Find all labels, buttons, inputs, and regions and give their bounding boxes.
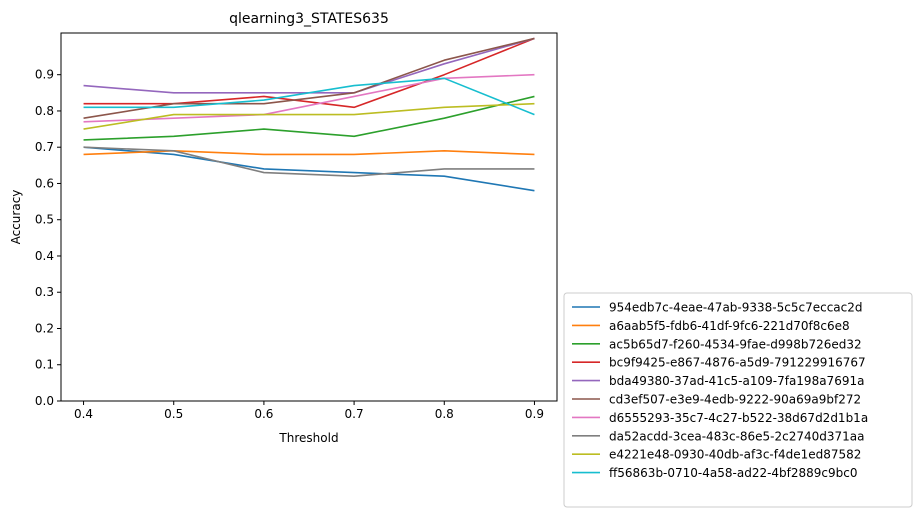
x-tick-label: 0.9 [525, 407, 544, 421]
series-line-4 [83, 37, 535, 109]
y-tick-label: 0.2 [35, 321, 54, 335]
series-line-1 [83, 146, 535, 192]
legend-label: ac5b65d7-f260-4534-9fae-d998b726ed32 [609, 337, 862, 351]
legend-label: a6aab5f5-fdb6-41df-9fc6-221d70f8c6e8 [609, 319, 850, 333]
y-tick-label: 0.4 [35, 249, 54, 263]
series-line-10 [83, 77, 535, 116]
legend-entries: 954edb7c-4eae-47ab-9338-5c5c7eccac2d a6aa… [572, 301, 868, 480]
y-tick-label: 0.0 [35, 394, 54, 408]
chart-title: qlearning3_STATES635 [229, 11, 389, 27]
legend: 954edb7c-4eae-47ab-9338-5c5c7eccac2d a6aa… [563, 292, 913, 508]
series-line-9 [83, 102, 535, 130]
legend-label: bc9f9425-e867-4876-a5d9-791229916767 [609, 356, 866, 370]
legend-label: da52acdd-3cea-483c-86e5-2c2740d371aa [609, 429, 865, 443]
x-tick-label: 0.5 [164, 407, 183, 421]
series-line-6 [83, 37, 535, 119]
series-line-2 [83, 150, 535, 156]
plot-lines [83, 37, 535, 192]
y-tick-label: 0.6 [35, 176, 54, 190]
y-tick-label: 0.7 [35, 140, 54, 154]
y-tick-label: 0.9 [35, 68, 54, 82]
legend-label: d6555293-35c7-4c27-b522-38d67d2d1b1a [609, 411, 868, 425]
y-tick-label: 0.8 [35, 104, 54, 118]
series-line-8 [83, 146, 535, 178]
legend-label: 954edb7c-4eae-47ab-9338-5c5c7eccac2d [609, 301, 863, 315]
x-tick-label: 0.6 [254, 407, 273, 421]
y-axis: 0.0 0.1 0.2 0.3 0.4 0.5 0.6 0.7 0.8 0.9 [35, 68, 61, 408]
legend-frame [563, 292, 913, 508]
x-tick-label: 0.8 [435, 407, 454, 421]
x-axis-label: Threshold [278, 431, 338, 445]
x-tick-label: 0.4 [74, 407, 93, 421]
x-tick-label: 0.7 [345, 407, 364, 421]
y-tick-label: 0.5 [35, 213, 54, 227]
legend-label: e4221e48-0930-40db-af3c-f4de1ed87582 [609, 448, 861, 462]
legend-label: ff56863b-0710-4a58-ad22-4bf2889c9bc0 [609, 466, 858, 480]
legend-label: cd3ef507-e3e9-4edb-9222-90a69a9bf272 [609, 393, 861, 407]
y-tick-label: 0.1 [35, 358, 54, 372]
y-tick-label: 0.3 [35, 285, 54, 299]
x-axis: 0.4 0.5 0.6 0.7 0.8 0.9 [74, 401, 544, 421]
series-line-3 [83, 95, 535, 141]
y-axis-label: Accuracy [9, 190, 23, 245]
series-line-7 [83, 73, 535, 123]
legend-label: bda49380-37ad-41c5-a109-7fa198a7691a [609, 374, 864, 388]
plot-frame [60, 32, 558, 402]
